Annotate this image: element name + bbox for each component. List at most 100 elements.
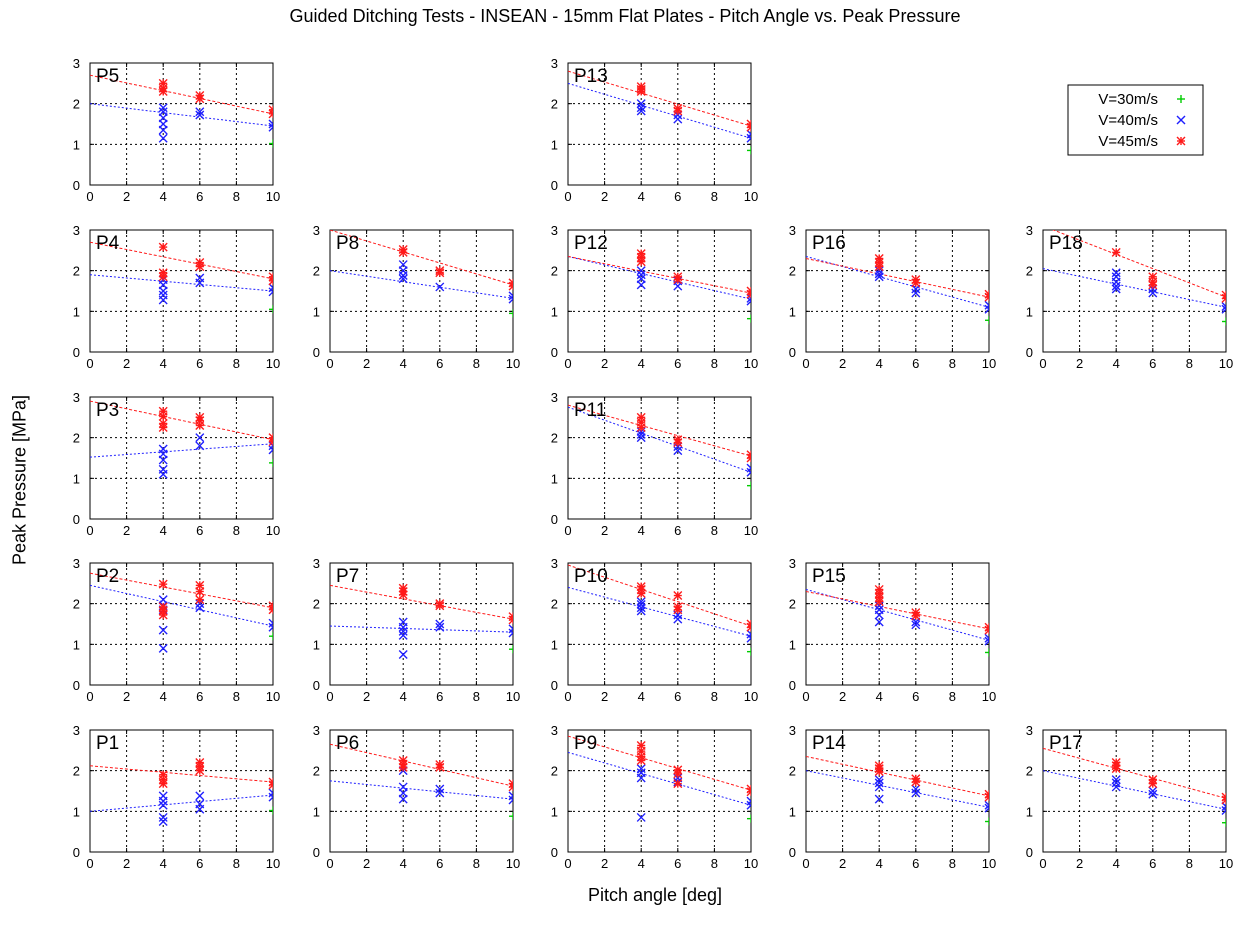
y-tick-label: 2 [73,97,80,112]
y-tick-label: 1 [73,637,80,652]
fit-line-v40 [568,83,751,138]
point-v45 [674,780,682,788]
point-v45 [747,123,755,131]
data-layer [330,584,517,658]
panel-p18: 0 2 4 6 8 100123P18 [1026,223,1233,371]
x-tick-label: 0 [86,189,93,204]
x-tick-label: 8 [473,689,480,704]
point-v45 [159,273,167,281]
x-tick-label: 0 [86,523,93,538]
panel-label: P4 [96,233,120,254]
y-tick-label: 1 [1026,804,1033,819]
y-tick-label: 1 [313,304,320,319]
point-v45 [637,258,645,266]
point-v30 [747,815,755,823]
fit-line-v40 [568,752,751,805]
point-v30 [1222,819,1230,827]
panel-label: P3 [96,400,119,421]
panel-p11: 0 2 4 6 8 10 0 1 2 3 P11 [551,390,758,538]
y-tick-label: 0 [73,845,80,860]
y-tick-label: 1 [789,804,796,819]
point-v40 [875,783,883,791]
x-tick-label: 6 [1149,856,1156,871]
legend-label: V=45m/s [1098,133,1158,150]
y-tick-label: 3 [551,723,558,738]
x-tick-label: 8 [711,689,718,704]
y-tick-label: 0 [551,512,558,527]
x-tick-label: 10 [506,856,520,871]
x-tick-label: 6 [674,523,681,538]
panel-p13: 0 2 4 6 8 100123P13 [551,56,758,204]
point-v45 [399,763,407,771]
point-v45 [1149,780,1157,788]
data-layer [330,744,517,820]
y-tick-label: 0 [1026,345,1033,360]
point-v45 [269,110,277,118]
point-v30 [269,459,277,467]
x-tick-label: 2 [601,856,608,871]
x-tick-label: 0 [564,189,571,204]
panel-p3: 0 2 4 6 8 100123P3 [73,390,280,538]
x-tick-label: 6 [674,689,681,704]
y-tick-label: 3 [1026,223,1033,238]
y-tick-label: 2 [1026,764,1033,779]
y-tick-label: 1 [1026,304,1033,319]
x-tick-label: 4 [876,689,883,704]
point-v45 [159,243,167,251]
x-tick-label: 8 [233,356,240,371]
panel-label: P15 [812,566,846,587]
y-tick-label: 3 [313,556,320,571]
point-v45 [269,277,277,285]
panel-p8: 0 2 4 6 8 100123P8 [313,223,520,371]
x-tick-label: 4 [638,689,645,704]
x-tick-label: 10 [266,689,280,704]
point-v45 [747,454,755,462]
point-v45 [912,612,920,620]
point-v40 [159,134,167,142]
panel-label: P13 [574,66,608,87]
x-tick-label: 2 [839,856,846,871]
x-tick-label: 2 [363,356,370,371]
x-tick-label: 2 [123,356,130,371]
y-tick-label: 3 [1026,723,1033,738]
point-v45 [196,587,204,595]
y-tick-label: 2 [551,597,558,612]
y-tick-label: 1 [551,304,558,319]
x-tick-label: 2 [1076,856,1083,871]
point-v45 [637,590,645,598]
x-tick-label: 2 [1076,356,1083,371]
point-v45 [436,763,444,771]
point-v45 [747,290,755,298]
point-v45 [1149,281,1157,289]
x-tick-label: 2 [123,523,130,538]
x-tick-label: 0 [802,356,809,371]
y-tick-label: 2 [73,764,80,779]
y-tick-label: 2 [1026,264,1033,279]
x-tick-label: 8 [233,689,240,704]
x-tick-label: 10 [266,356,280,371]
y-tick-label: 0 [313,345,320,360]
fit-line-v40 [330,781,513,799]
point-v40 [1112,278,1120,286]
fit-line-v40 [330,271,513,299]
fit-line-v40 [806,589,989,640]
panel-label: P10 [574,566,608,587]
fit-line-v40 [330,626,513,632]
fit-line-v40 [1043,269,1226,308]
x-tick-label: 10 [982,689,996,704]
y-tick-label: 3 [789,223,796,238]
point-v45 [674,276,682,284]
y-tick-label: 0 [789,845,796,860]
point-v45 [159,780,167,788]
point-v45 [196,596,204,604]
panel-label: P18 [1049,233,1083,254]
x-tick-label: 8 [711,856,718,871]
y-tick-label: 0 [73,178,80,193]
point-v45 [912,279,920,287]
point-v45 [674,107,682,115]
fit-line-v40 [90,275,273,291]
y-tick-label: 1 [789,637,796,652]
point-v45 [1222,796,1230,804]
fit-line-v40 [90,795,273,811]
x-tick-label: 2 [123,856,130,871]
